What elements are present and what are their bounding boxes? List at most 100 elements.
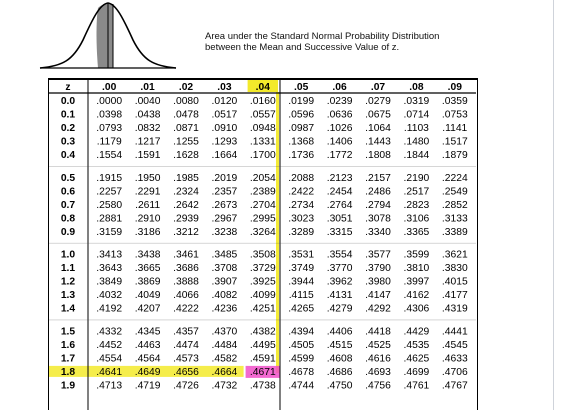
table-cell: .2939: [173, 213, 199, 224]
table-cell: .0557: [250, 110, 276, 121]
column-highlight-marker: [276, 92, 279, 373]
table-cell: .4162: [404, 290, 430, 301]
table-cell: .4656: [173, 367, 199, 378]
table-cell: .2291: [135, 186, 161, 197]
row-z-label: 1.6: [61, 340, 76, 351]
table-cell: .1664: [212, 150, 238, 161]
table-cell: .4131: [327, 290, 353, 301]
table-cell: .1517: [442, 137, 468, 148]
table-cell: .3770: [327, 263, 353, 274]
row-z-label: 0.4: [61, 150, 76, 161]
table-cell: .2881: [96, 213, 122, 224]
table-cell: .4678: [288, 367, 314, 378]
table-cell: .4641: [96, 367, 122, 378]
table-cell: .3186: [135, 227, 161, 238]
table-cell: .4319: [442, 304, 468, 315]
table-cell: .4515: [327, 340, 353, 351]
table-cell: .1103: [404, 123, 429, 134]
table-cell: .1406: [327, 137, 353, 148]
table-cell: .1255: [173, 137, 199, 148]
table-cell: .2224: [442, 173, 468, 184]
table-cell: .2910: [135, 213, 161, 224]
table-cell: .0753: [442, 110, 468, 121]
row-z-label: 0.6: [61, 186, 76, 197]
table-cell: .4099: [250, 290, 276, 301]
table-cell: .4279: [327, 304, 353, 315]
table-cell: .4082: [212, 290, 238, 301]
table-cell: .4664: [212, 367, 238, 378]
table-cell: .3289: [288, 227, 314, 238]
table-cell: .4738: [250, 380, 276, 391]
row-z-label: 0.8: [61, 213, 76, 224]
shaded-area-region: [96, 3, 113, 68]
table-cell: .3051: [327, 213, 353, 224]
table-cell: .4292: [365, 304, 391, 315]
table-cell: .1026: [327, 123, 353, 134]
row-z-label: 1.1: [61, 263, 76, 274]
z-column-header: z: [65, 82, 70, 93]
table-cell: .4236: [212, 304, 238, 315]
table-cell: .4699: [404, 367, 430, 378]
table-cell: .1700: [250, 150, 276, 161]
table-cell: .3438: [135, 250, 161, 261]
z-table: z .00 .01 .02 .03 .04 .05 .06 .07 .08 .09 0.0 .0000.…: [48, 78, 478, 410]
column-header: .02: [179, 82, 194, 93]
table-cell: .2794: [365, 200, 391, 211]
row-z-label: 0.2: [61, 123, 76, 134]
column-header: .01: [140, 82, 155, 93]
table-cell: .4032: [96, 290, 122, 301]
table-cell: .2967: [212, 213, 238, 224]
table-cell: .3962: [327, 277, 353, 288]
table-caption: Area under the Standard Normal Probabili…: [205, 31, 505, 53]
row-z-label: 0.9: [61, 227, 76, 238]
table-cell: .0279: [365, 96, 391, 107]
table-cell: .4582: [212, 353, 238, 364]
table-cell: .4484: [212, 340, 238, 351]
row-z-label: 1.0: [61, 250, 76, 261]
table-cell: .1736: [288, 150, 314, 161]
table-cell: .0832: [135, 123, 161, 134]
table-cell: .2517: [404, 186, 430, 197]
table-cell: .3708: [212, 263, 238, 274]
row-z-label: 0.3: [61, 137, 76, 148]
column-header: .09: [448, 82, 463, 93]
table-cell: .3665: [135, 263, 161, 274]
caption-line-1: Area under the Standard Normal Probabili…: [205, 31, 440, 42]
table-cell: .2734: [288, 200, 314, 211]
table-cell: .4573: [173, 353, 199, 364]
table-cell: .0910: [212, 123, 238, 134]
table-cell: .3238: [212, 227, 238, 238]
table-cell: .4732: [212, 380, 238, 391]
column-header: .00: [102, 82, 117, 93]
table-cell: .3907: [212, 277, 238, 288]
table-cell: .4616: [365, 353, 391, 364]
row-z-label: 1.5: [61, 326, 76, 337]
table-cell: .2611: [135, 200, 160, 211]
table-cell: .1331: [250, 137, 276, 148]
table-cell: .1950: [135, 173, 161, 184]
table-cell: .2019: [212, 173, 238, 184]
table-cell: .4382: [250, 326, 276, 337]
table-cell: .4726: [173, 380, 199, 391]
table-cell: .1179: [97, 137, 122, 148]
table-cell: .3621: [442, 250, 468, 261]
table-cell: .1985: [173, 173, 199, 184]
column-header: .07: [371, 82, 386, 93]
table-cell: .0675: [365, 110, 391, 121]
table-cell: .3944: [288, 277, 314, 288]
table-cell: .1915: [96, 173, 122, 184]
table-cell: .4767: [442, 380, 468, 391]
table-cell: .3389: [442, 227, 468, 238]
table-cell: .4599: [288, 353, 314, 364]
row-z-label: 1.4: [61, 304, 76, 315]
table-cell: .1879: [442, 150, 468, 161]
table-cell: .4049: [135, 290, 161, 301]
row-z-label: 1.3: [61, 290, 76, 301]
table-cell: .3925: [250, 277, 276, 288]
table-cell: .3365: [404, 227, 430, 238]
table-cell: .0319: [404, 96, 430, 107]
table-cell: .0517: [212, 110, 238, 121]
table-cell: .4693: [365, 367, 391, 378]
table-cell: .3869: [135, 277, 161, 288]
table-cell: .0871: [173, 123, 199, 134]
